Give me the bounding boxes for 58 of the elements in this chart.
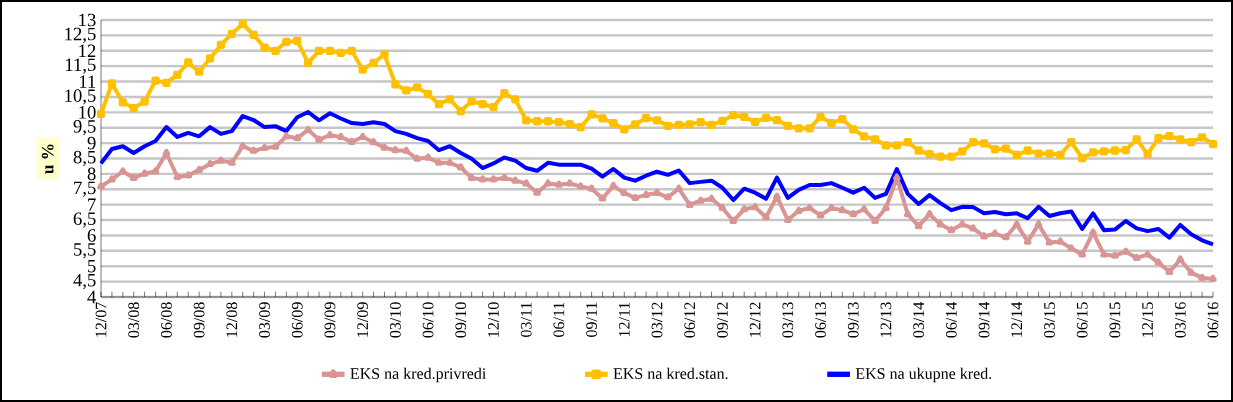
x-tick-label: 03/12: [651, 302, 663, 338]
y-tick-label: 5: [88, 260, 96, 273]
x-tick-label: 09/11: [586, 302, 597, 337]
y-tick-label: 8: [87, 167, 96, 181]
x-tick-label: 03/10: [389, 302, 401, 338]
y-tick-label: 6: [87, 229, 96, 242]
x-tick-label: 12/15: [1142, 302, 1153, 337]
y-tick-label: 13: [79, 13, 96, 27]
y-tick-label: 9: [87, 136, 96, 150]
x-tick-label: 06/15: [1076, 302, 1088, 338]
x-tick-label: 12/11: [618, 302, 630, 337]
y-tick-label: 7,5: [74, 181, 96, 197]
x-tick-label: 03/14: [913, 301, 925, 338]
legend-label: EKS na kred.stan.: [613, 367, 728, 380]
y-axis-title: u %: [41, 144, 54, 174]
x-tick-label: 03/16: [1174, 302, 1186, 338]
y-tick-label: 10,5: [65, 89, 96, 105]
x-tick-label: 06/12: [684, 302, 696, 338]
x-tick-label: 06/08: [161, 302, 172, 338]
y-tick-label: 4: [87, 290, 97, 304]
x-tick-label: 06/11: [553, 302, 565, 337]
x-tick-label: 12/12: [749, 302, 761, 337]
x-tick-label: 06/16: [1207, 302, 1219, 338]
y-tick-label: 8,5: [73, 150, 96, 167]
y-tick-label: 10: [79, 106, 96, 119]
y-tick-label: 7: [88, 198, 96, 211]
x-tick-label: 12/07: [95, 302, 107, 337]
x-tick-label: 03/13: [782, 302, 794, 338]
x-tick-label: 03/09: [259, 302, 270, 338]
x-tick-label: 06/13: [815, 302, 826, 338]
y-tick-label: 6,5: [73, 212, 96, 228]
x-tick-label: 09/13: [847, 302, 859, 338]
x-tick-label: 09/15: [1109, 302, 1121, 338]
x-tick-label: 06/09: [291, 302, 303, 338]
legend-label: EKS na ukupne kred.: [855, 367, 992, 383]
x-tick-label: 12/10: [488, 302, 499, 337]
x-tick-label: 03/08: [128, 302, 140, 338]
x-tick-label: 12/14: [1011, 301, 1023, 337]
y-tick-label: 12,5: [65, 27, 96, 43]
y-tick-label: 11: [79, 75, 96, 88]
y-tick-label: 12: [79, 44, 96, 57]
x-tick-label: 06/14: [945, 301, 957, 338]
x-tick-label: 03/11: [520, 302, 532, 337]
x-tick-label: 12/09: [357, 302, 369, 337]
y-tick-label: 11,5: [65, 58, 96, 74]
x-tick-label: 09/10: [455, 302, 467, 338]
x-tick-label: 03/15: [1044, 302, 1055, 338]
y-tick-label: 9,5: [73, 120, 96, 136]
legend-label: EKS na kred.privredi: [350, 367, 486, 383]
y-tick-label: 4,5: [73, 274, 96, 290]
x-tick-label: 06/10: [422, 302, 434, 338]
y-tick-label: 5,5: [74, 243, 96, 259]
x-tick-label: 12/13: [880, 302, 892, 337]
x-tick-label: 09/09: [324, 302, 336, 338]
x-tick-label: 09/14: [978, 301, 990, 338]
x-tick-label: 09/12: [717, 302, 728, 338]
x-tick-label: 12/08: [226, 302, 238, 337]
x-tick-label: 09/08: [193, 302, 205, 338]
